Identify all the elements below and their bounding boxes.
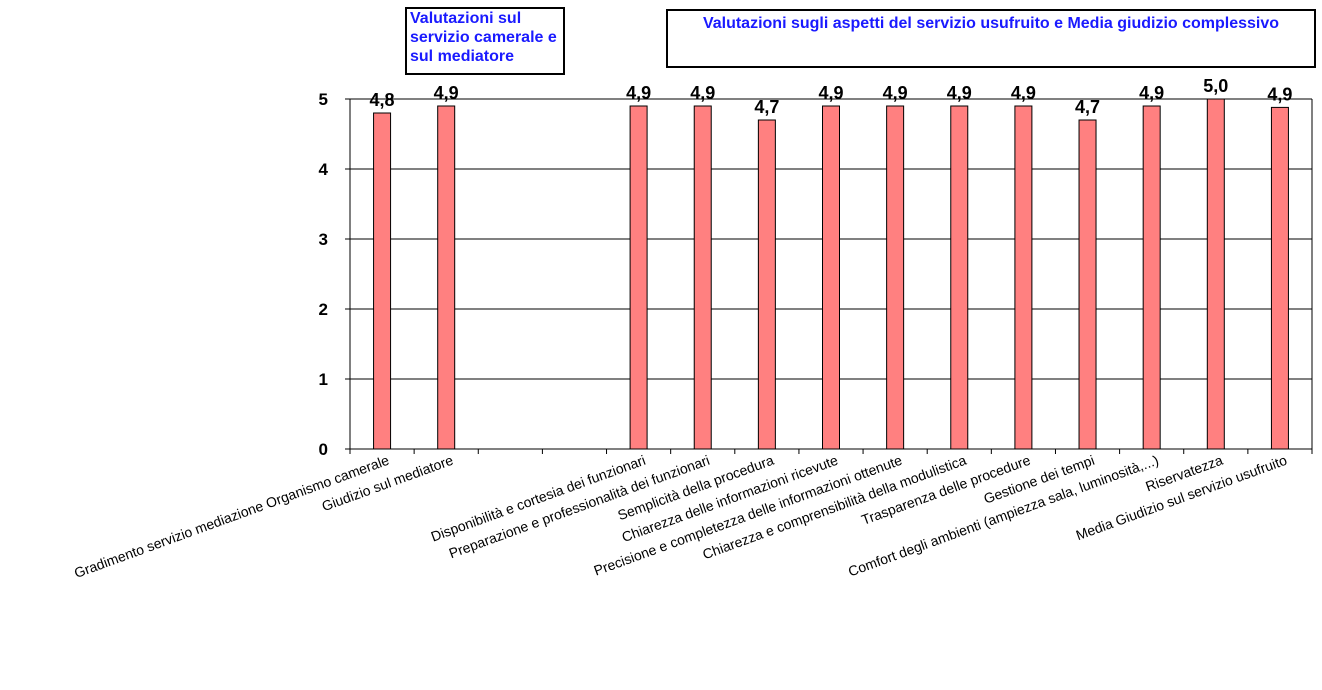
data-label: 4,9 bbox=[818, 83, 843, 103]
bar bbox=[757, 119, 776, 450]
y-tick-label: 4 bbox=[319, 160, 329, 179]
annotation-box-right: Valutazioni sugli aspetti del servizio u… bbox=[666, 9, 1316, 68]
y-tick-label: 2 bbox=[319, 300, 328, 319]
bar bbox=[437, 105, 456, 450]
data-label: 4,9 bbox=[883, 83, 908, 103]
data-label: 4,9 bbox=[1011, 83, 1036, 103]
y-tick-label: 5 bbox=[319, 90, 328, 109]
bar bbox=[1270, 106, 1289, 450]
y-tick-label: 3 bbox=[319, 230, 328, 249]
data-label: 4,7 bbox=[1075, 97, 1100, 117]
data-label: 4,9 bbox=[626, 83, 651, 103]
bar bbox=[822, 105, 840, 450]
y-tick-label: 0 bbox=[319, 440, 328, 459]
bar bbox=[1014, 105, 1033, 450]
data-label: 4,9 bbox=[1139, 83, 1164, 103]
bar bbox=[1206, 98, 1225, 450]
data-label: 4,7 bbox=[754, 97, 779, 117]
data-label: 4,9 bbox=[434, 83, 459, 103]
y-tick-label: 1 bbox=[319, 370, 328, 389]
data-label: 4,9 bbox=[947, 83, 972, 103]
annotation-box-left: Valutazioni sul servizio camerale e sul … bbox=[405, 7, 565, 75]
bar bbox=[1142, 105, 1161, 450]
data-label: 4,8 bbox=[370, 90, 395, 110]
bar bbox=[1078, 119, 1097, 450]
bar bbox=[693, 105, 712, 450]
x-category-label: Gradimento servizio mediazione Organismo… bbox=[72, 452, 391, 581]
data-label: 4,9 bbox=[1267, 84, 1292, 104]
data-label: 5,0 bbox=[1203, 76, 1228, 96]
bar bbox=[373, 112, 392, 450]
data-label: 4,9 bbox=[690, 83, 715, 103]
bar bbox=[629, 105, 648, 450]
bar bbox=[886, 105, 905, 450]
bar bbox=[950, 105, 969, 450]
